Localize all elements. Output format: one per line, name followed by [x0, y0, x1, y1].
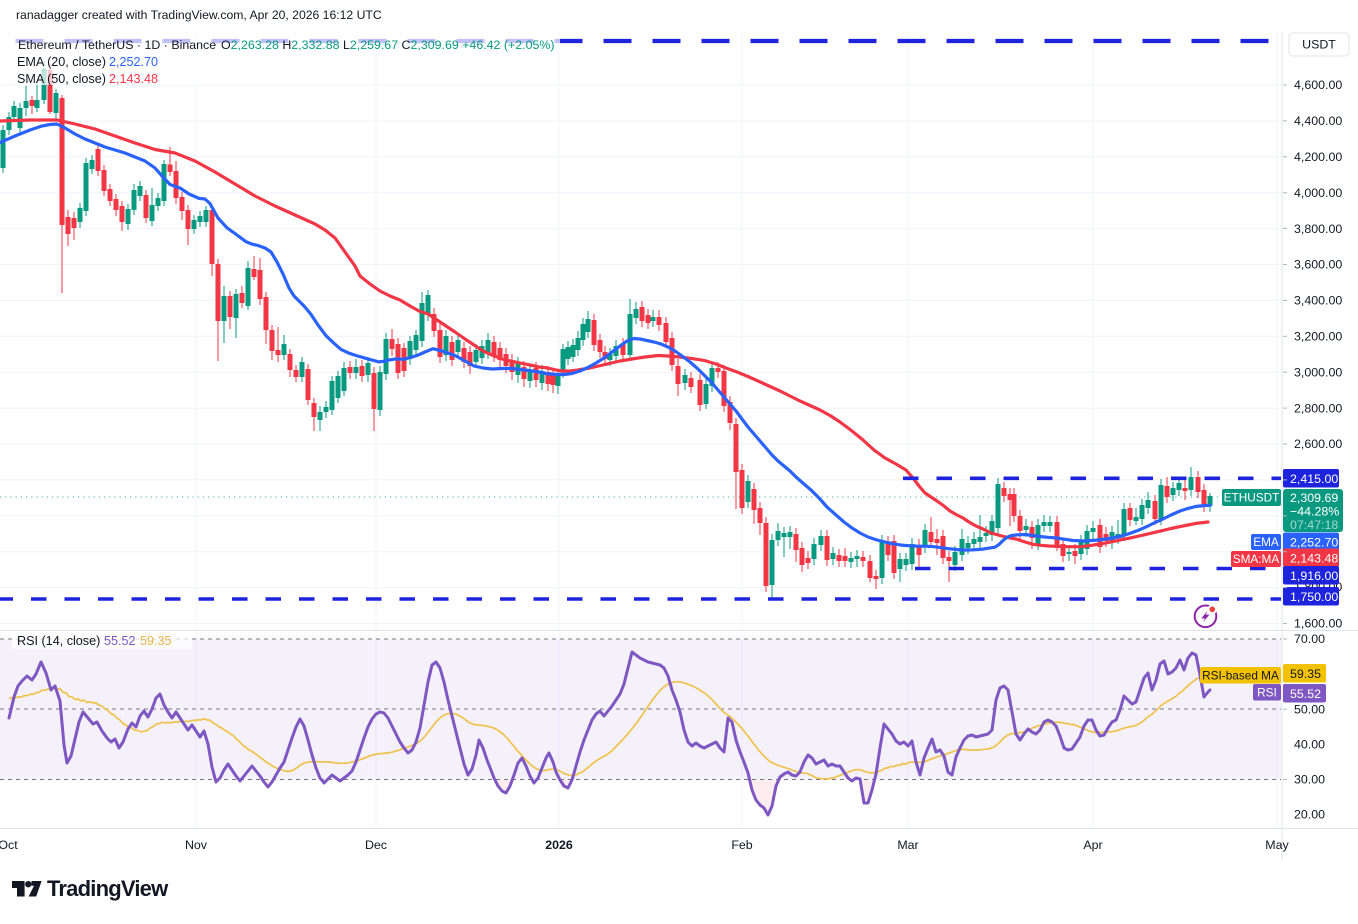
svg-text:59.35: 59.35: [1290, 667, 1321, 681]
svg-text:2,309.69: 2,309.69: [1290, 491, 1338, 505]
svg-text:2,415.00: 2,415.00: [1290, 472, 1338, 486]
svg-text:−44.28%: −44.28%: [1290, 505, 1339, 519]
svg-text:Oct: Oct: [0, 838, 18, 852]
svg-text:TradingView: TradingView: [47, 876, 169, 901]
svg-text:4,600.00: 4,600.00: [1294, 78, 1342, 92]
svg-text:07:47:18: 07:47:18: [1290, 518, 1338, 532]
svg-text:RSI-based MA: RSI-based MA: [1202, 669, 1279, 683]
svg-text:ranadagger created with Tradin: ranadagger created with TradingView.com,…: [16, 8, 382, 22]
svg-text:3,800.00: 3,800.00: [1294, 222, 1342, 236]
svg-text:Dec: Dec: [365, 838, 387, 852]
svg-text:4,000.00: 4,000.00: [1294, 186, 1342, 200]
svg-text:1,750.00: 1,750.00: [1290, 590, 1338, 604]
svg-text:3,200.00: 3,200.00: [1294, 330, 1342, 344]
svg-text:SMA:MA: SMA:MA: [1233, 552, 1280, 566]
svg-text:Mar: Mar: [897, 838, 918, 852]
svg-text:EMA (20, close)2,252.70: EMA (20, close) 2,252.70: [17, 55, 158, 69]
svg-text:2,252.70: 2,252.70: [1290, 536, 1338, 550]
svg-text:2,143.48: 2,143.48: [1290, 552, 1338, 566]
svg-text:70.00: 70.00: [1294, 632, 1325, 646]
svg-text:Nov: Nov: [185, 838, 208, 852]
svg-text:2,800.00: 2,800.00: [1294, 401, 1342, 415]
svg-text:Ethereum / TetherUS · 1D · Bin: Ethereum / TetherUS · 1D · Binance O2,263…: [18, 38, 555, 52]
svg-text:EMA: EMA: [1253, 535, 1279, 549]
svg-text:Feb: Feb: [731, 838, 752, 852]
svg-text:3,400.00: 3,400.00: [1294, 294, 1342, 308]
svg-text:1,916.00: 1,916.00: [1290, 569, 1338, 583]
svg-text:2,600.00: 2,600.00: [1294, 437, 1342, 451]
svg-text:ETHUSDT: ETHUSDT: [1224, 491, 1280, 505]
svg-text:1,600.00: 1,600.00: [1294, 617, 1342, 631]
svg-text:3,000.00: 3,000.00: [1294, 365, 1342, 379]
svg-text:USDT: USDT: [1302, 38, 1336, 52]
svg-text:2026: 2026: [545, 838, 573, 852]
svg-text:55.52: 55.52: [1290, 687, 1321, 701]
svg-text:3,600.00: 3,600.00: [1294, 258, 1342, 272]
svg-text:May: May: [1265, 838, 1289, 852]
svg-text:30.00: 30.00: [1294, 773, 1325, 787]
svg-text:Apr: Apr: [1083, 838, 1102, 852]
svg-text:20.00: 20.00: [1294, 808, 1325, 822]
svg-text:40.00: 40.00: [1294, 738, 1325, 752]
svg-text:4,400.00: 4,400.00: [1294, 114, 1342, 128]
svg-text:4,200.00: 4,200.00: [1294, 150, 1342, 164]
svg-text:RSI: RSI: [1257, 686, 1277, 700]
svg-text:SMA (50, close)2,143.48: SMA (50, close) 2,143.48: [17, 72, 158, 86]
svg-text:50.00: 50.00: [1294, 702, 1325, 716]
